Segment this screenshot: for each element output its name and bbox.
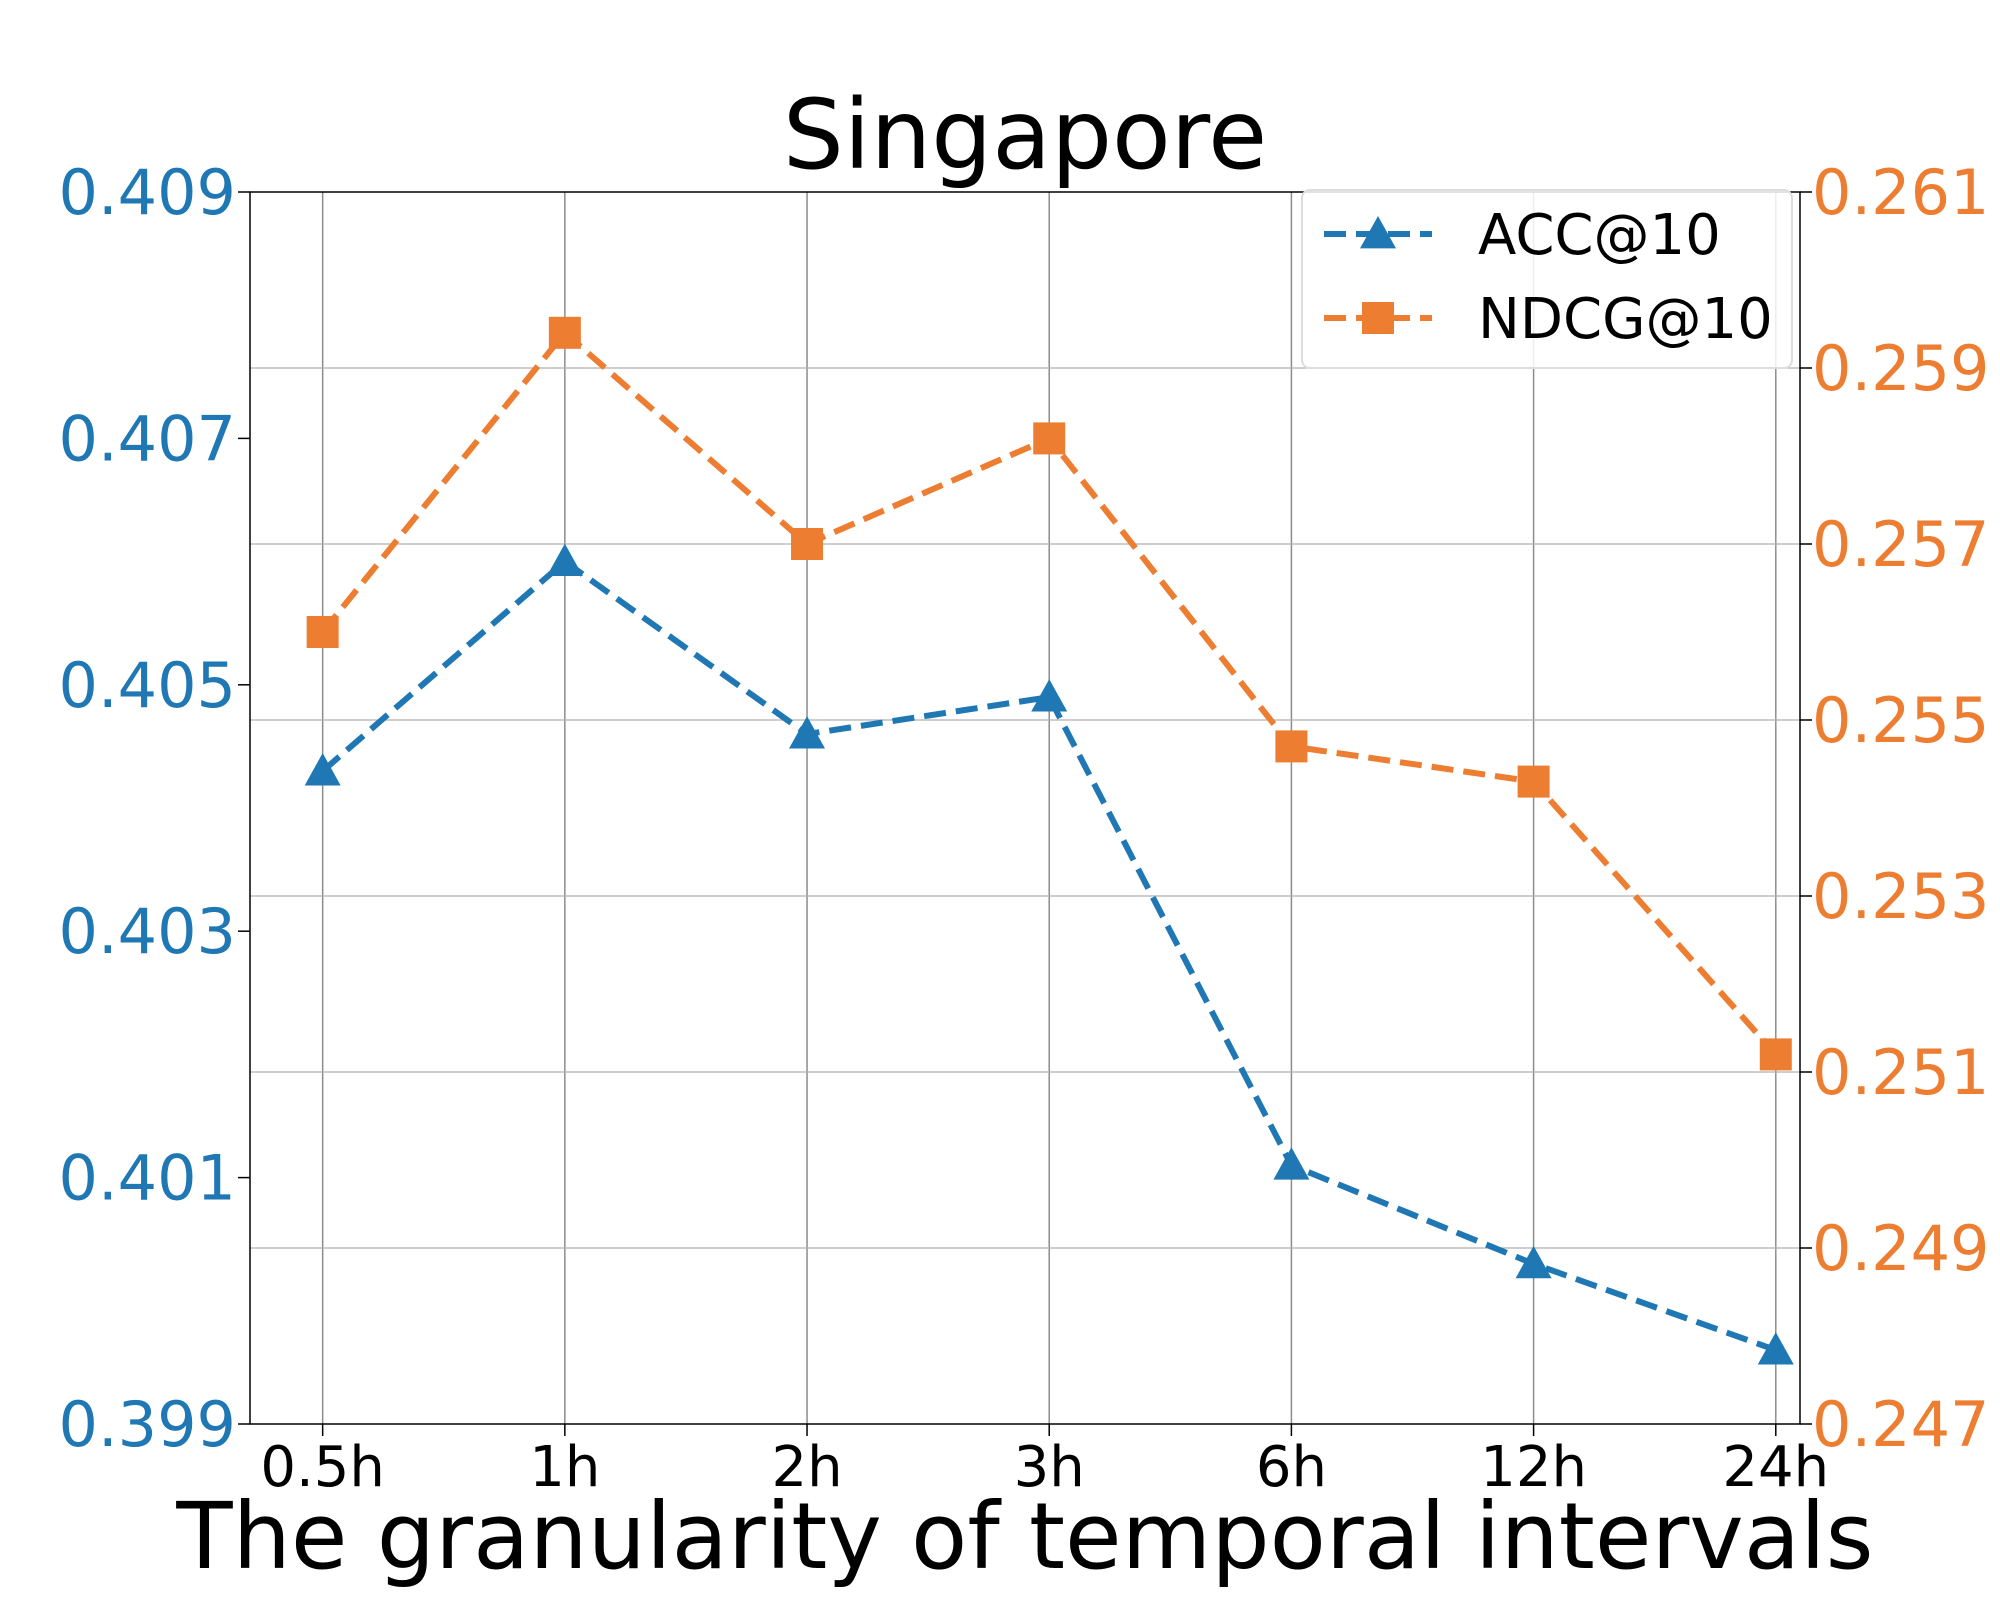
- y-right-tick-label: 0.251: [1812, 1036, 1990, 1109]
- data-point-ndcg: [548, 316, 581, 349]
- x-tick-label: 0.5h: [260, 1435, 385, 1500]
- y-right-tick-label: 0.257: [1812, 508, 1990, 581]
- y-left-tick-label: 0.403: [59, 895, 237, 968]
- y-right-tick-label: 0.255: [1812, 684, 1990, 757]
- y-left-tick-label: 0.409: [59, 156, 237, 229]
- y-left-tick-label: 0.401: [59, 1142, 237, 1215]
- data-point-acc: [1515, 1245, 1552, 1279]
- x-tick-label: 1h: [529, 1435, 600, 1500]
- legend-marker-square: [1362, 302, 1394, 334]
- data-point-acc: [304, 753, 341, 786]
- chart-title: Singapore: [783, 79, 1267, 191]
- legend-marker-triangle: [1360, 216, 1396, 249]
- data-point-ndcg: [306, 616, 339, 648]
- legend-label: ACC@10: [1478, 203, 1721, 268]
- data-point-acc: [789, 716, 826, 749]
- x-tick-label: 12h: [1480, 1435, 1587, 1500]
- legend-label: NDCG@10: [1478, 287, 1773, 352]
- y-right-tick-label: 0.249: [1812, 1212, 1990, 1285]
- y-left-tick-label: 0.399: [59, 1388, 237, 1461]
- data-point-acc: [1757, 1332, 1794, 1365]
- plot-frame: [249, 191, 1801, 1425]
- y-right-tick-label: 0.259: [1812, 332, 1990, 405]
- data-point-ndcg: [1275, 730, 1308, 763]
- data-point-ndcg: [1517, 765, 1550, 798]
- data-point-acc: [1273, 1147, 1310, 1180]
- y-left-tick-label: 0.405: [59, 649, 237, 722]
- y-right-tick-label: 0.253: [1812, 860, 1990, 933]
- data-point-acc: [546, 543, 583, 576]
- y-right-tick-label: 0.247: [1812, 1388, 1990, 1461]
- x-axis-label: The granularity of temporal intervals: [175, 1483, 1873, 1590]
- x-tick-label: 6h: [1256, 1435, 1327, 1500]
- x-tick-label: 2h: [771, 1435, 842, 1500]
- x-tick-label: 3h: [1014, 1435, 1085, 1500]
- data-point-ndcg: [1759, 1038, 1792, 1071]
- data-point-ndcg: [1033, 422, 1066, 455]
- data-point-acc: [1031, 679, 1068, 712]
- data-point-ndcg: [791, 528, 824, 560]
- y-right-tick-label: 0.261: [1812, 156, 1990, 229]
- x-tick-label: 24h: [1722, 1435, 1829, 1500]
- y-left-tick-label: 0.407: [59, 402, 237, 475]
